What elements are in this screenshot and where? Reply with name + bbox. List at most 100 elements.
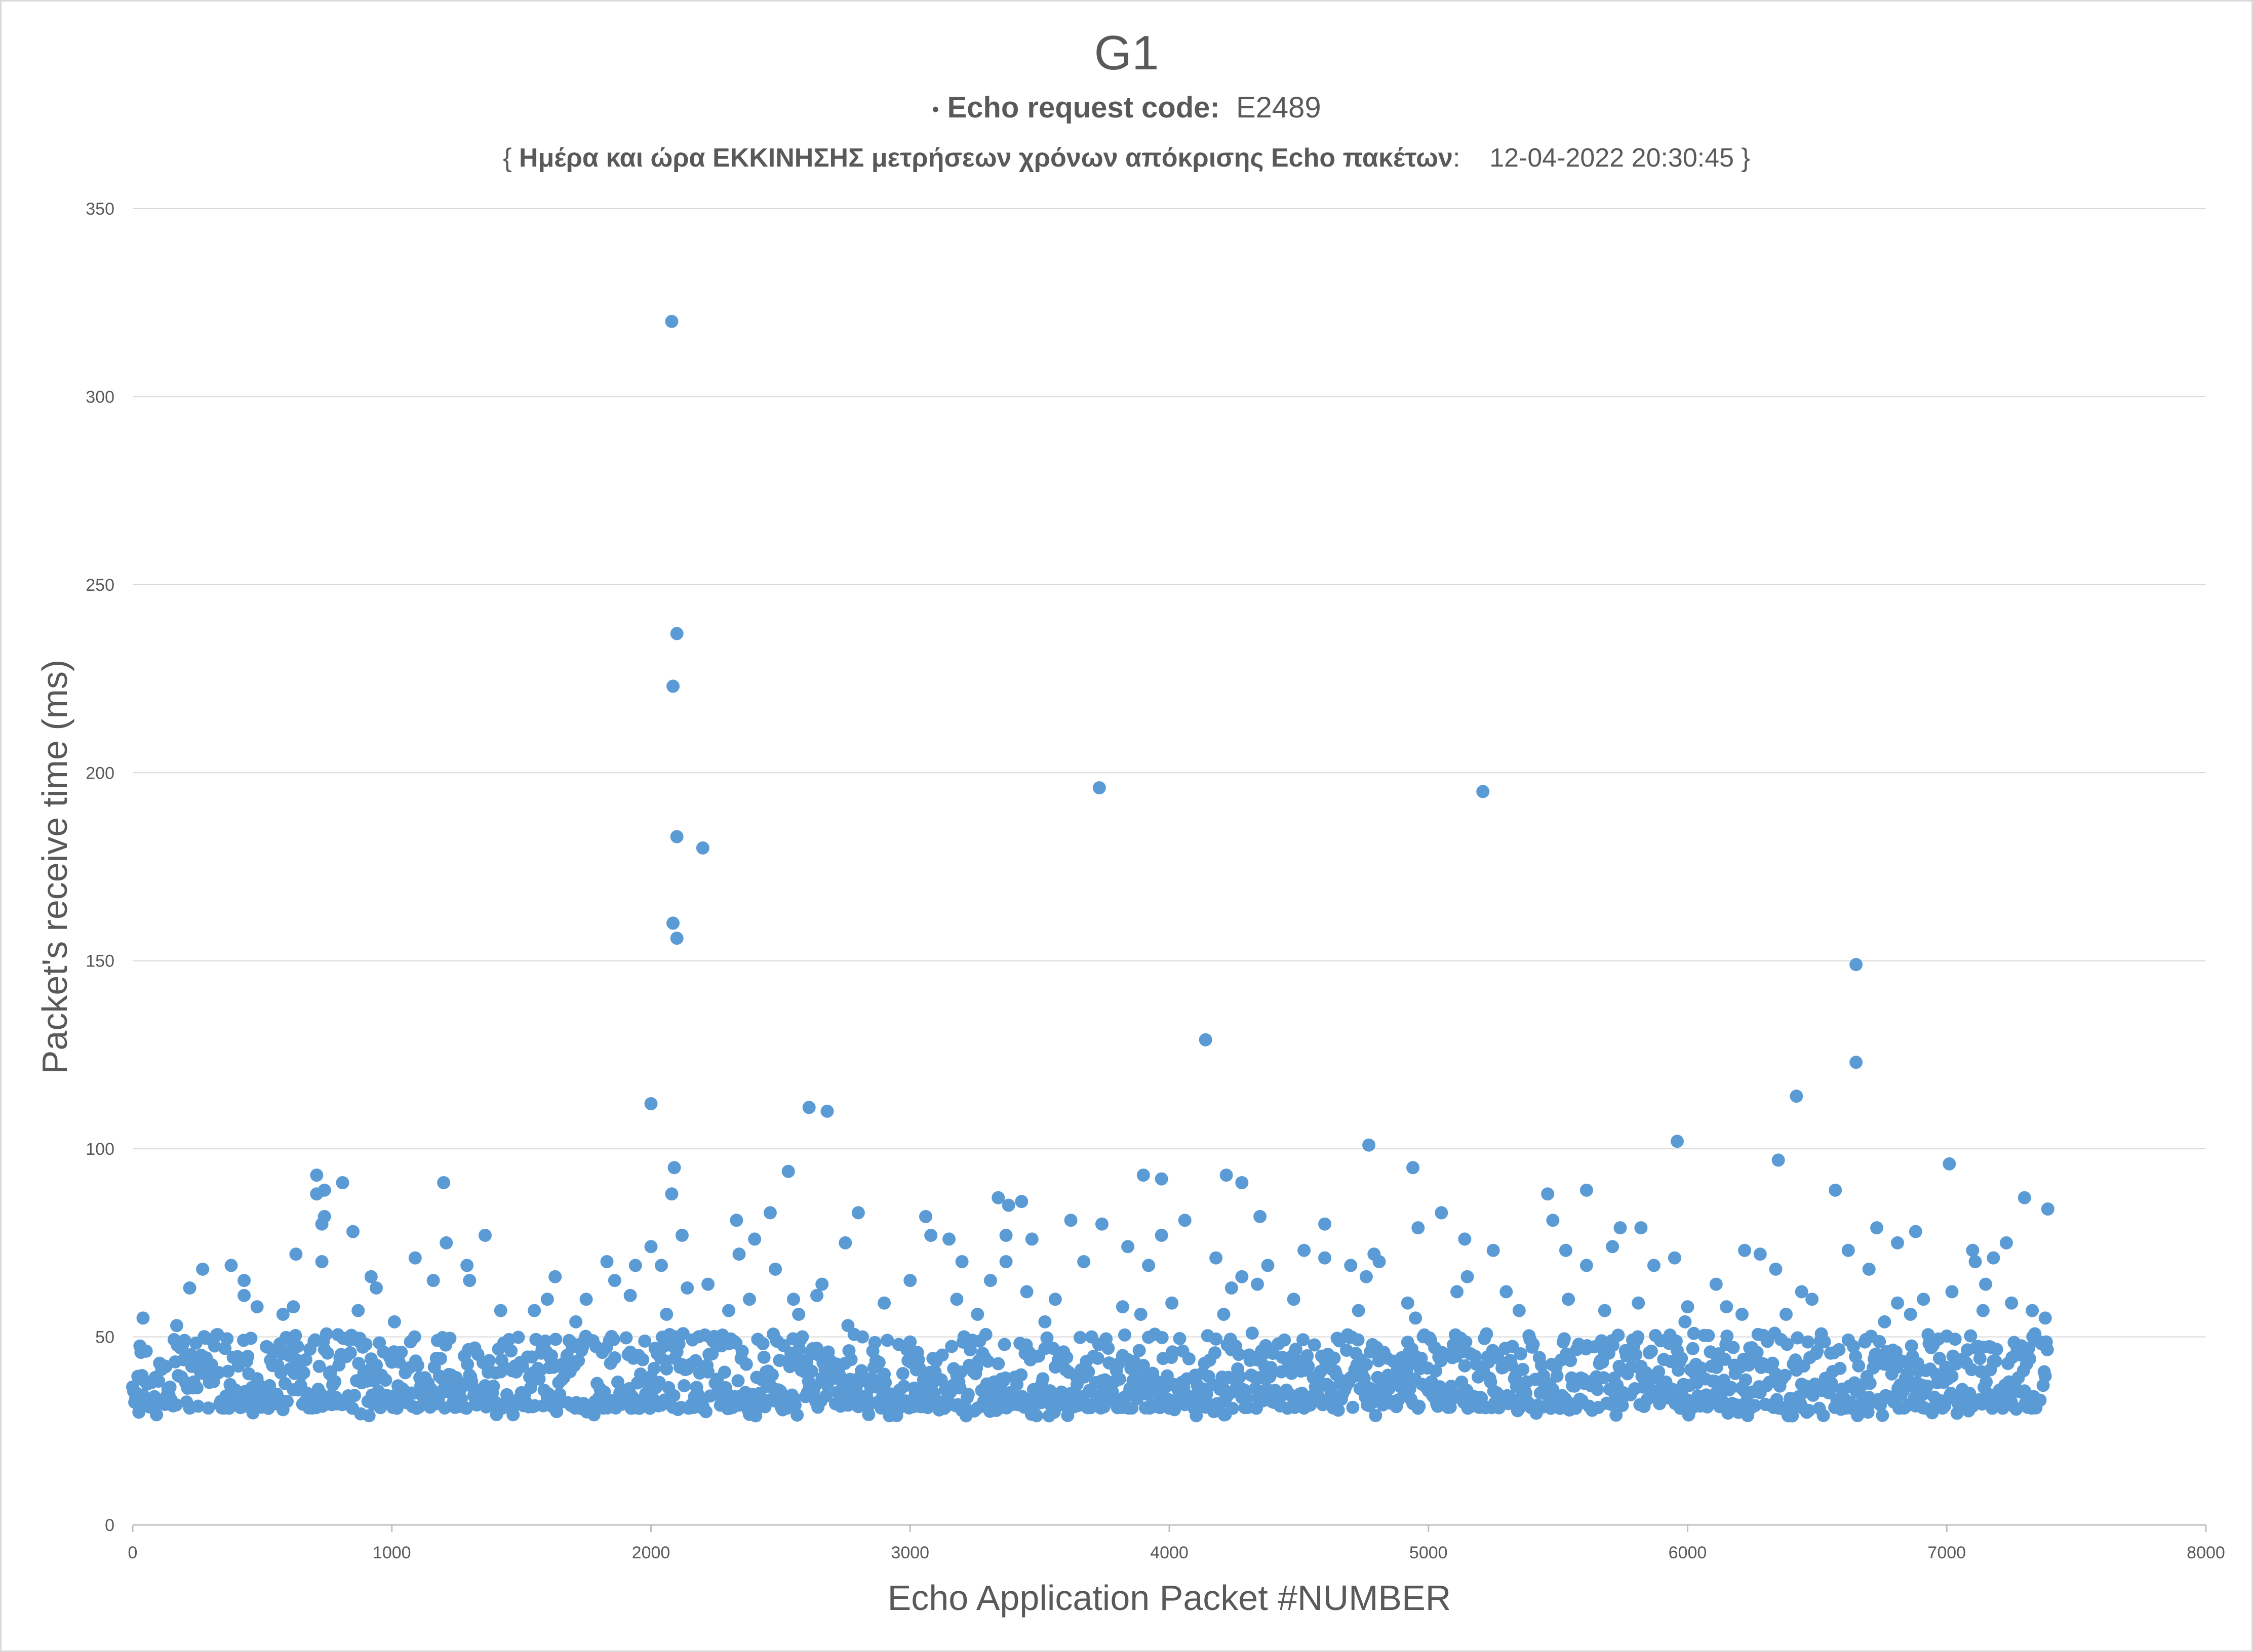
brace-close: } xyxy=(1741,143,1750,173)
data-point xyxy=(1155,1331,1169,1344)
data-point xyxy=(1546,1214,1560,1227)
data-point xyxy=(856,1330,869,1344)
data-point xyxy=(289,1247,303,1261)
data-point xyxy=(2023,1352,2037,1365)
data-point xyxy=(1987,1251,2000,1265)
start-datetime-colon: : xyxy=(1452,143,1460,173)
data-point xyxy=(1564,1354,1577,1367)
data-point xyxy=(1209,1332,1223,1346)
data-point xyxy=(699,1405,713,1419)
request-code-value: E2489 xyxy=(1236,91,1321,124)
data-point xyxy=(1116,1300,1129,1314)
data-point xyxy=(1904,1308,1917,1321)
data-point xyxy=(1064,1214,1078,1227)
data-point xyxy=(1318,1251,1332,1265)
data-point xyxy=(1980,1375,1993,1389)
data-point xyxy=(628,1259,642,1272)
data-point xyxy=(730,1214,743,1227)
data-point xyxy=(1365,1382,1378,1396)
data-point xyxy=(411,1359,424,1373)
data-point xyxy=(1541,1187,1555,1201)
data-point xyxy=(170,1319,183,1333)
data-point xyxy=(672,1337,686,1351)
data-point xyxy=(1199,1033,1212,1046)
data-point xyxy=(178,1334,191,1347)
data-point xyxy=(1429,1364,1443,1378)
data-point xyxy=(608,1274,621,1287)
data-point xyxy=(370,1281,383,1295)
data-point xyxy=(1778,1368,1792,1382)
data-point xyxy=(670,932,684,945)
data-point xyxy=(364,1270,378,1283)
data-point xyxy=(1632,1296,1645,1310)
data-point xyxy=(1295,1386,1309,1400)
data-point xyxy=(1678,1315,1692,1328)
data-point xyxy=(971,1308,984,1321)
data-point xyxy=(667,1389,681,1402)
data-point xyxy=(1738,1243,1752,1257)
data-point xyxy=(851,1206,865,1220)
data-point xyxy=(1233,1370,1247,1384)
data-point xyxy=(336,1176,349,1189)
data-point xyxy=(443,1332,457,1345)
y-axis-title: Packet's receive time (ms) xyxy=(35,660,74,1074)
data-point xyxy=(1499,1285,1513,1299)
data-point xyxy=(511,1331,525,1344)
data-point xyxy=(1591,1383,1604,1396)
data-point xyxy=(1155,1229,1168,1242)
data-point xyxy=(820,1104,834,1118)
data-point xyxy=(190,1381,204,1395)
data-point xyxy=(1550,1369,1564,1383)
data-point xyxy=(1829,1183,1842,1197)
data-point xyxy=(579,1293,593,1306)
data-point xyxy=(647,1361,661,1375)
data-point xyxy=(945,1340,959,1353)
x-tick-label: 1000 xyxy=(373,1543,411,1562)
data-point xyxy=(1208,1346,1222,1360)
data-point xyxy=(1040,1331,1054,1345)
data-point xyxy=(897,1380,911,1393)
data-point xyxy=(370,1358,383,1372)
data-point xyxy=(1849,958,1863,972)
data-point xyxy=(1020,1285,1034,1299)
data-point xyxy=(1943,1157,1956,1171)
data-point xyxy=(1878,1315,1891,1328)
data-point xyxy=(150,1408,164,1422)
data-point xyxy=(1873,1335,1886,1348)
data-point xyxy=(1015,1195,1029,1208)
data-point xyxy=(1861,1405,1875,1419)
data-point xyxy=(1579,1183,1593,1197)
data-point xyxy=(1224,1281,1238,1295)
data-point xyxy=(1604,1397,1618,1411)
data-point xyxy=(1359,1358,1373,1372)
data-point xyxy=(636,1353,650,1366)
data-point xyxy=(903,1335,917,1349)
data-point xyxy=(1849,1056,1863,1069)
data-point xyxy=(315,1217,329,1231)
data-point xyxy=(1412,1399,1426,1413)
data-point xyxy=(276,1308,290,1321)
data-point xyxy=(1372,1255,1386,1268)
data-point xyxy=(942,1232,956,1246)
y-tick-label: 150 xyxy=(86,952,114,971)
data-point xyxy=(569,1315,583,1328)
data-point xyxy=(1182,1352,1196,1366)
data-point xyxy=(1411,1221,1425,1235)
data-point xyxy=(152,1374,166,1388)
data-point xyxy=(735,1345,749,1358)
data-point xyxy=(1209,1251,1223,1265)
data-point xyxy=(220,1332,234,1346)
x-tick-label: 2000 xyxy=(632,1543,670,1562)
data-point xyxy=(310,1169,324,1182)
data-point xyxy=(1973,1352,1987,1365)
data-point xyxy=(1289,1343,1302,1356)
gridlines xyxy=(132,208,2207,1532)
data-point xyxy=(924,1229,938,1242)
data-point xyxy=(999,1255,1013,1268)
data-point xyxy=(1964,1329,1978,1343)
data-point xyxy=(238,1288,251,1302)
data-point xyxy=(1261,1259,1275,1272)
data-point xyxy=(2009,1402,2023,1416)
data-point xyxy=(1726,1341,1740,1354)
data-point xyxy=(666,916,680,930)
